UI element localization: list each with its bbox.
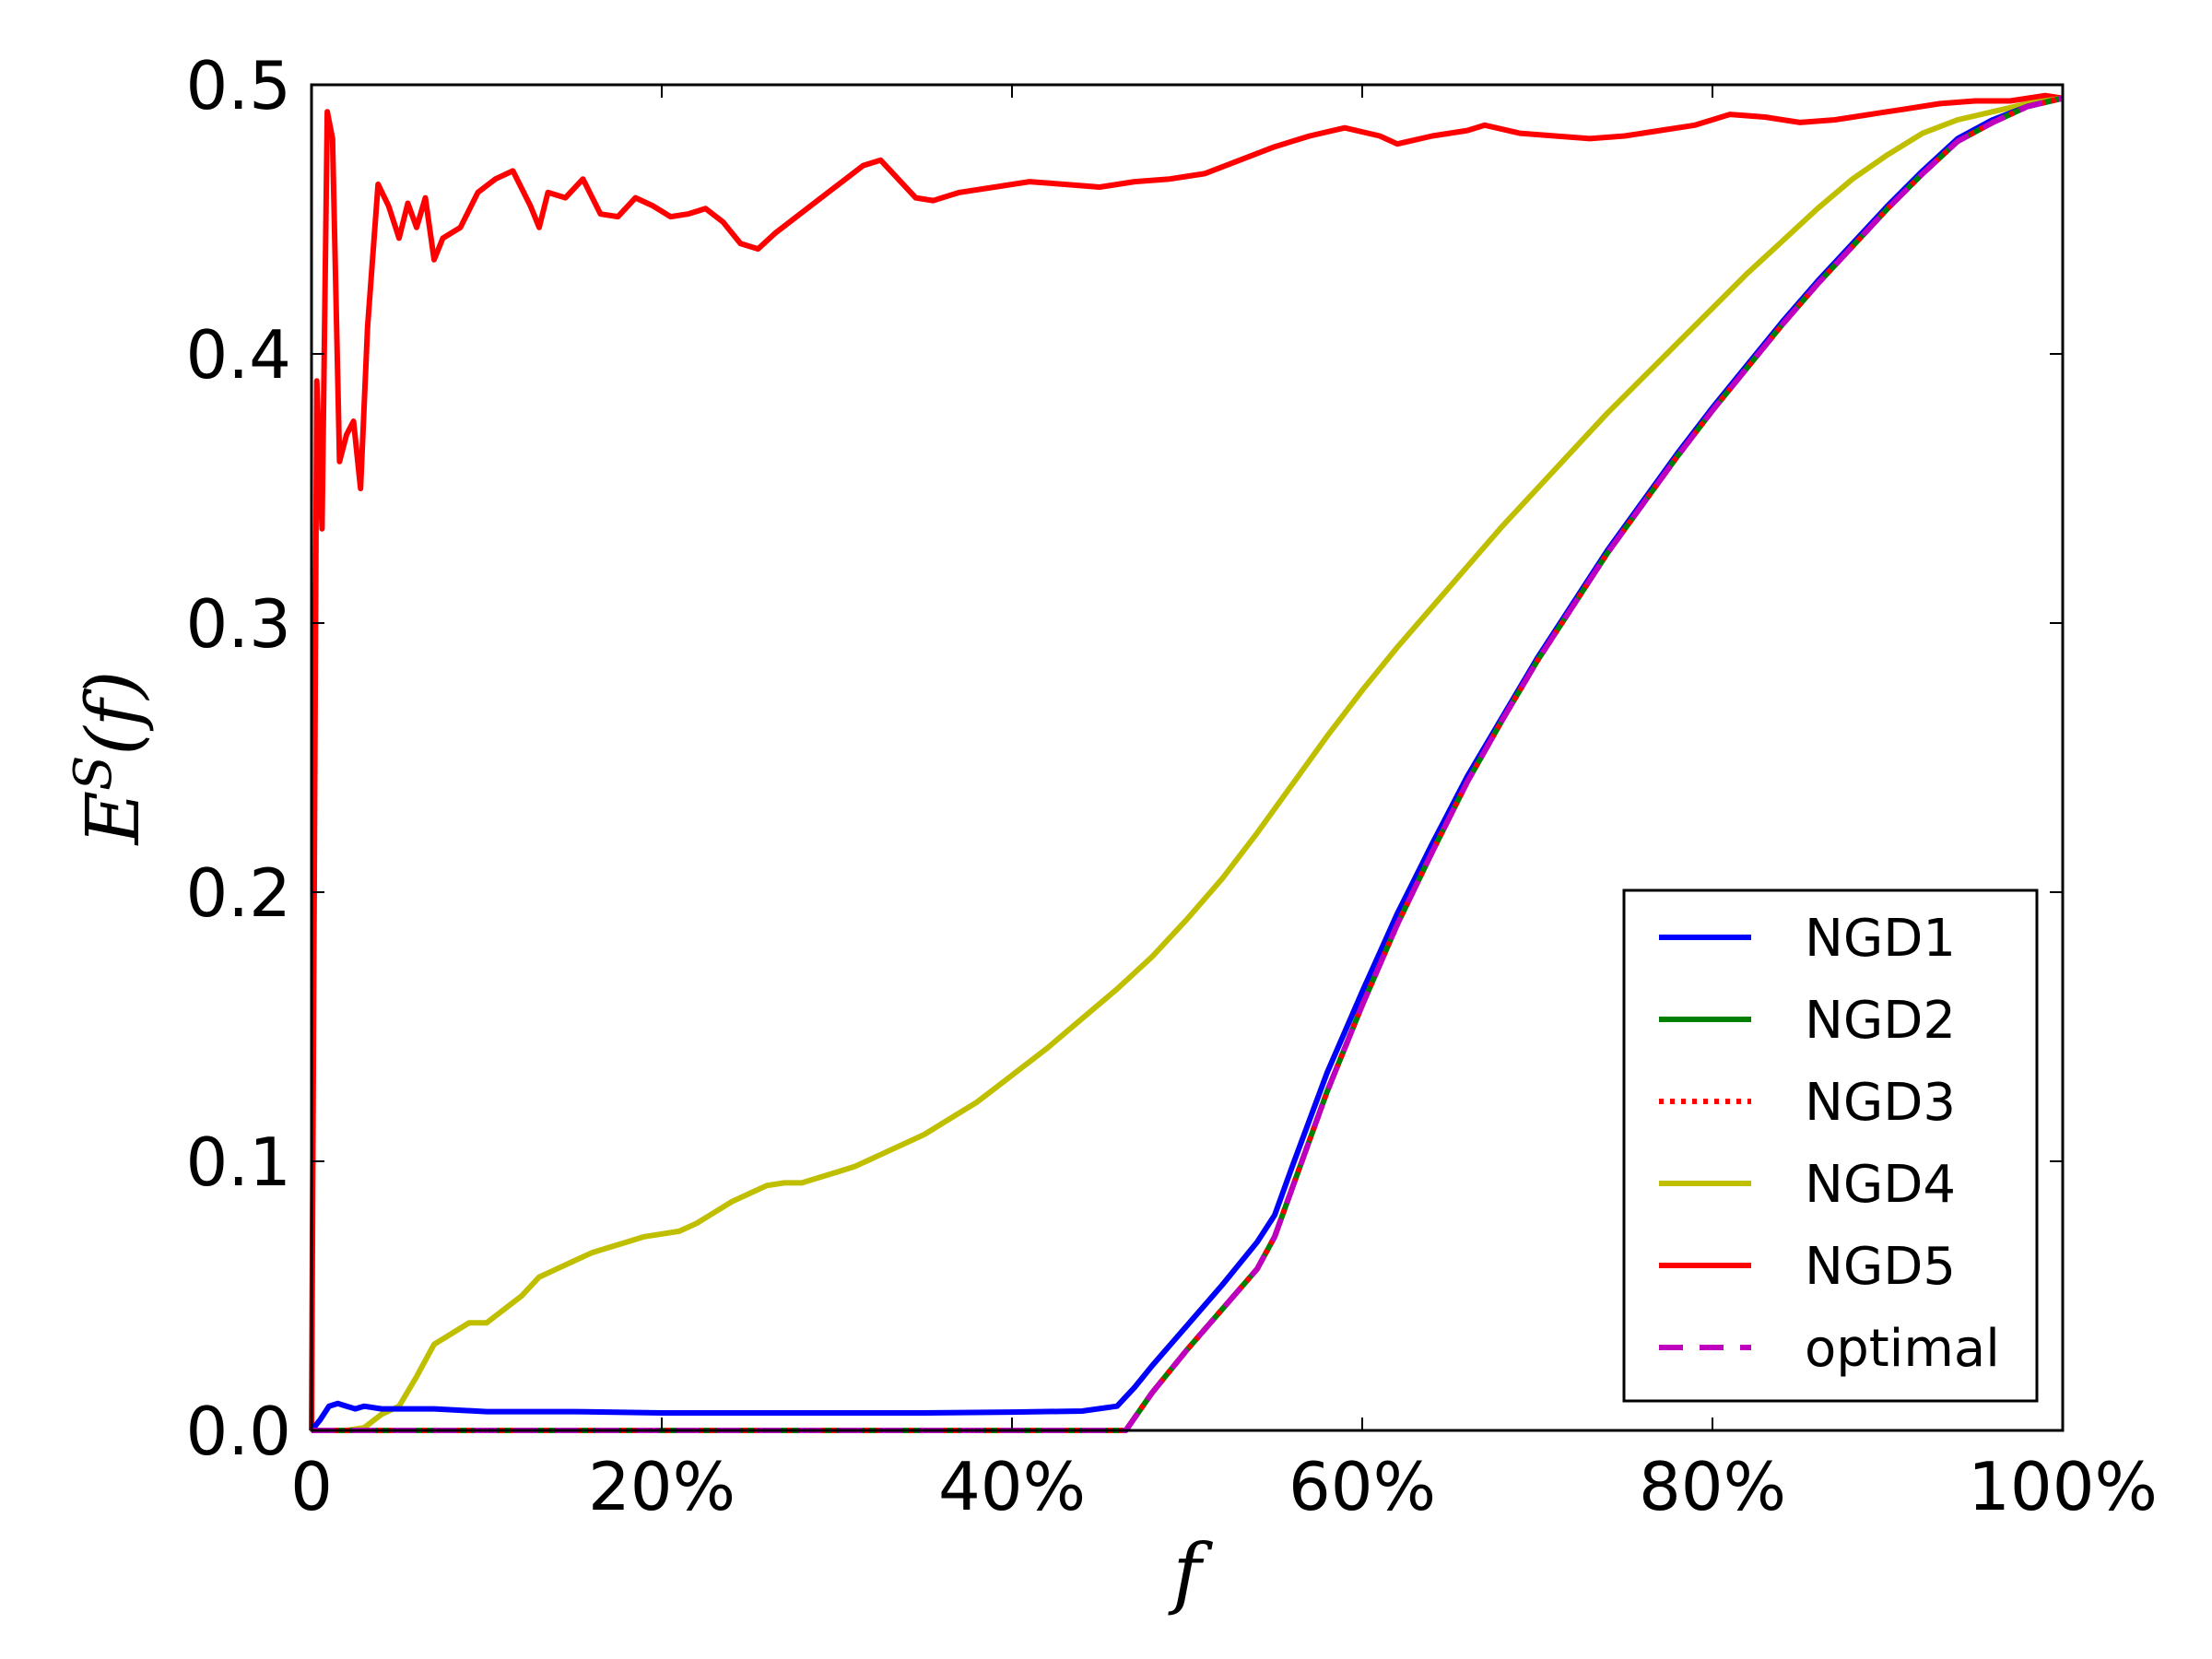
x-tick-label: 100% [1968, 1448, 2158, 1525]
x-tick-label: 60% [1288, 1448, 1436, 1525]
y-axis-label: ES(f) [64, 671, 156, 847]
ticks-layer: 0 20% 40% 60% 80% 100% 0.0 0.1 0.2 0.3 0.4 0.5 [185, 47, 2157, 1525]
legend-entry-ngd1: NGD1 [1659, 909, 1956, 969]
y-tick-label: 0.2 [185, 854, 291, 932]
y-axis-label-arg: (f) [70, 671, 156, 756]
legend-entry-ngd2: NGD2 [1659, 991, 1956, 1051]
legend-entry-ngd4: NGD4 [1659, 1155, 1956, 1215]
legend-entry-optimal: optimal [1659, 1319, 2000, 1379]
x-tick-label: 80% [1639, 1448, 1786, 1525]
legend-label: optimal [1805, 1319, 2000, 1379]
legend-label: NGD3 [1805, 1073, 1956, 1133]
x-tick-label: 0 [290, 1448, 333, 1525]
legend-label: NGD4 [1805, 1155, 1956, 1215]
svg-text:ES(f): ES(f) [64, 671, 156, 847]
legend-entry-ngd3: NGD3 [1659, 1073, 1956, 1133]
x-axis-label: f [1167, 1527, 1213, 1618]
y-tick-label: 0.0 [185, 1393, 291, 1470]
y-tick-label: 0.5 [185, 47, 291, 124]
series-line-ngd5 [309, 92, 2064, 1431]
x-tick-label: 40% [938, 1448, 1086, 1525]
y-tick-label: 0.4 [185, 316, 291, 394]
y-axis-label-sup: S [64, 756, 124, 791]
series-line-ngd4 [312, 95, 2064, 1433]
legend-label: NGD2 [1805, 991, 1956, 1051]
y-axis-label-base: E [70, 791, 156, 846]
legend-box [1622, 888, 2039, 1403]
plot-frame [310, 83, 2065, 1432]
x-tick-label: 20% [588, 1448, 735, 1525]
legend-label: NGD1 [1805, 909, 1956, 969]
legend-entry-ngd5: NGD5 [1659, 1237, 1956, 1297]
y-tick-label: 0.1 [185, 1124, 291, 1201]
y-tick-label: 0.3 [185, 585, 291, 663]
legend: NGD1 NGD2 NGD3 NGD4 NGD5 optimal [1622, 888, 2039, 1403]
series-line-optimal [312, 95, 2064, 1433]
legend-label: NGD5 [1805, 1237, 1956, 1297]
